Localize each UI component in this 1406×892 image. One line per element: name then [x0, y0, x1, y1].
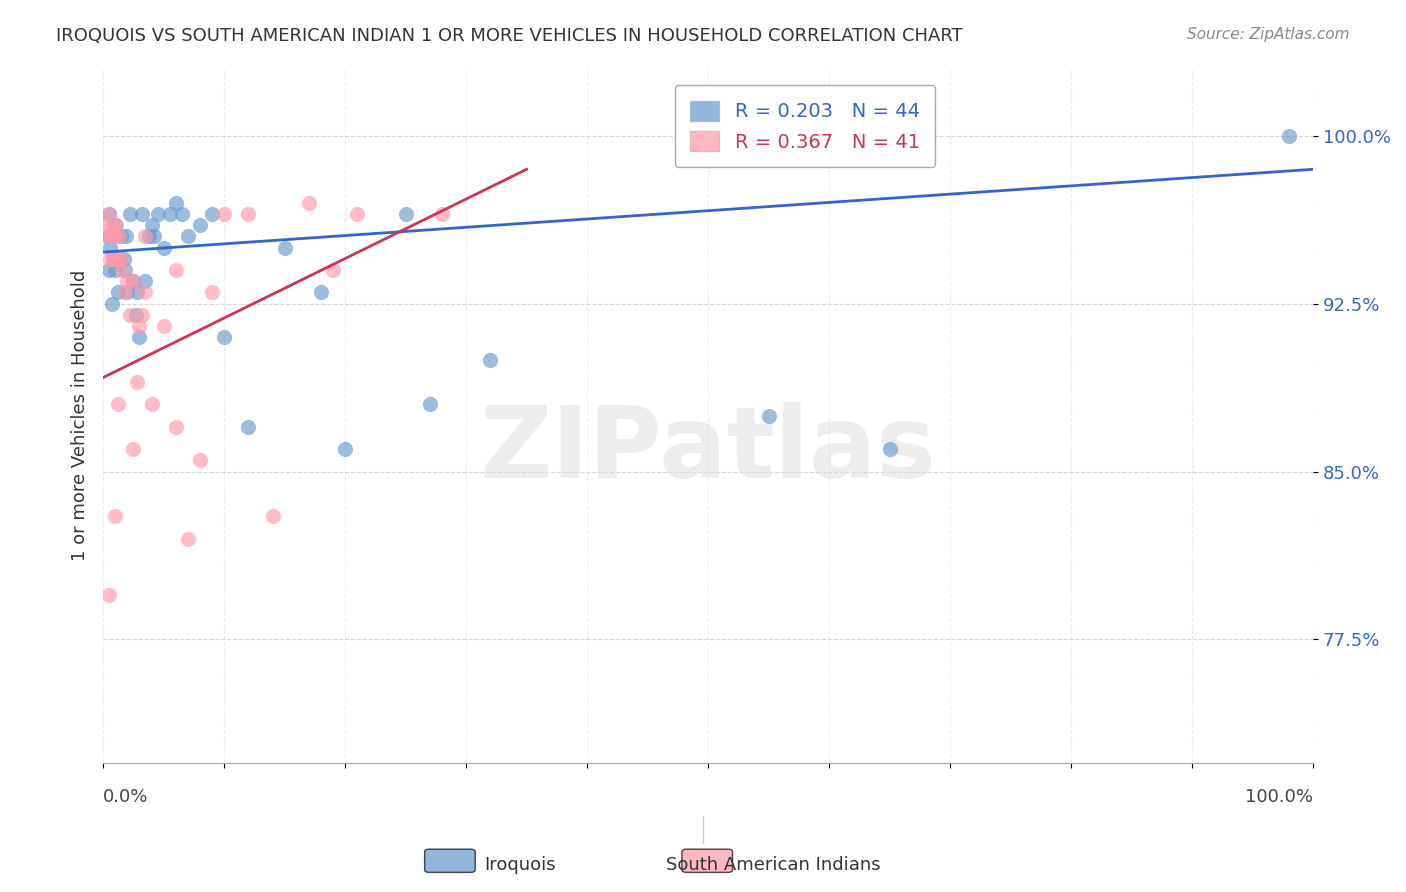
- Point: [107, 285, 129, 300]
- Point: [159, 207, 181, 221]
- Point: [122, 274, 145, 288]
- Point: [98, 263, 121, 277]
- Point: [97, 229, 120, 244]
- Text: South American Indians: South American Indians: [666, 856, 880, 874]
- Point: [201, 285, 224, 300]
- Point: [131, 308, 153, 322]
- Point: [96, 229, 118, 244]
- Point: [212, 207, 235, 221]
- Point: [104, 219, 127, 233]
- Point: [100, 296, 122, 310]
- Text: IROQUOIS VS SOUTH AMERICAN INDIAN 1 OR MORE VEHICLES IN HOUSEHOLD CORRELATION CH: IROQUOIS VS SOUTH AMERICAN INDIAN 1 OR M…: [56, 27, 963, 45]
- Point: [141, 397, 163, 411]
- Point: [98, 207, 121, 221]
- Point: [101, 252, 124, 266]
- Point: [125, 308, 148, 322]
- Point: [110, 229, 132, 244]
- Point: [333, 442, 356, 457]
- Point: [117, 274, 139, 288]
- Point: [152, 318, 174, 333]
- Point: [122, 442, 145, 457]
- Point: [107, 252, 129, 266]
- Point: [134, 285, 156, 300]
- Point: [188, 453, 211, 467]
- Point: [115, 229, 138, 244]
- Point: [165, 419, 187, 434]
- Point: [238, 207, 260, 221]
- Point: [138, 229, 160, 244]
- Point: [395, 207, 418, 221]
- Point: [112, 252, 135, 266]
- Point: [100, 241, 122, 255]
- Point: [108, 252, 131, 266]
- Point: [177, 532, 200, 546]
- Point: [309, 285, 332, 300]
- Point: [101, 252, 124, 266]
- Point: [111, 263, 134, 277]
- Point: [107, 397, 129, 411]
- Point: [430, 207, 453, 221]
- Y-axis label: 1 or more Vehicles in Household: 1 or more Vehicles in Household: [72, 270, 89, 561]
- Point: [101, 229, 124, 244]
- Point: [108, 229, 131, 244]
- Text: 100.0%: 100.0%: [1246, 788, 1313, 805]
- Point: [125, 285, 148, 300]
- Point: [238, 419, 260, 434]
- Point: [419, 397, 441, 411]
- Point: [879, 442, 901, 457]
- Point: [118, 308, 141, 322]
- Point: [103, 252, 125, 266]
- Point: [177, 229, 200, 244]
- Point: [141, 219, 163, 233]
- Text: ZIPatlas: ZIPatlas: [479, 401, 936, 499]
- Point: [170, 207, 193, 221]
- Point: [201, 207, 224, 221]
- Point: [146, 207, 169, 221]
- Point: [128, 330, 150, 344]
- Point: [346, 207, 368, 221]
- Point: [114, 263, 136, 277]
- Point: [134, 229, 156, 244]
- Point: [105, 219, 128, 233]
- Point: [479, 352, 502, 367]
- Point: [758, 409, 780, 423]
- Legend: R = 0.203   N = 44, R = 0.367   N = 41: R = 0.203 N = 44, R = 0.367 N = 41: [675, 85, 935, 167]
- Point: [104, 509, 127, 524]
- Point: [96, 219, 118, 233]
- Point: [98, 207, 121, 221]
- Point: [273, 241, 295, 255]
- Point: [117, 285, 139, 300]
- Point: [131, 207, 153, 221]
- Point: [100, 219, 122, 233]
- Point: [104, 263, 127, 277]
- Point: [104, 229, 127, 244]
- Point: [98, 588, 121, 602]
- Point: [165, 263, 187, 277]
- Point: [134, 274, 156, 288]
- Point: [322, 263, 344, 277]
- Point: [118, 207, 141, 221]
- Point: [125, 375, 148, 389]
- Point: [114, 285, 136, 300]
- Point: [212, 330, 235, 344]
- Point: [110, 252, 132, 266]
- Point: [128, 318, 150, 333]
- Text: Source: ZipAtlas.com: Source: ZipAtlas.com: [1187, 27, 1350, 42]
- Point: [152, 241, 174, 255]
- Point: [165, 195, 187, 210]
- Text: Iroquois: Iroquois: [485, 856, 555, 874]
- Point: [122, 274, 145, 288]
- Point: [298, 195, 321, 210]
- Point: [1278, 128, 1301, 143]
- Text: 0.0%: 0.0%: [103, 788, 149, 805]
- Point: [188, 219, 211, 233]
- Point: [142, 229, 165, 244]
- Point: [100, 252, 122, 266]
- Point: [262, 509, 284, 524]
